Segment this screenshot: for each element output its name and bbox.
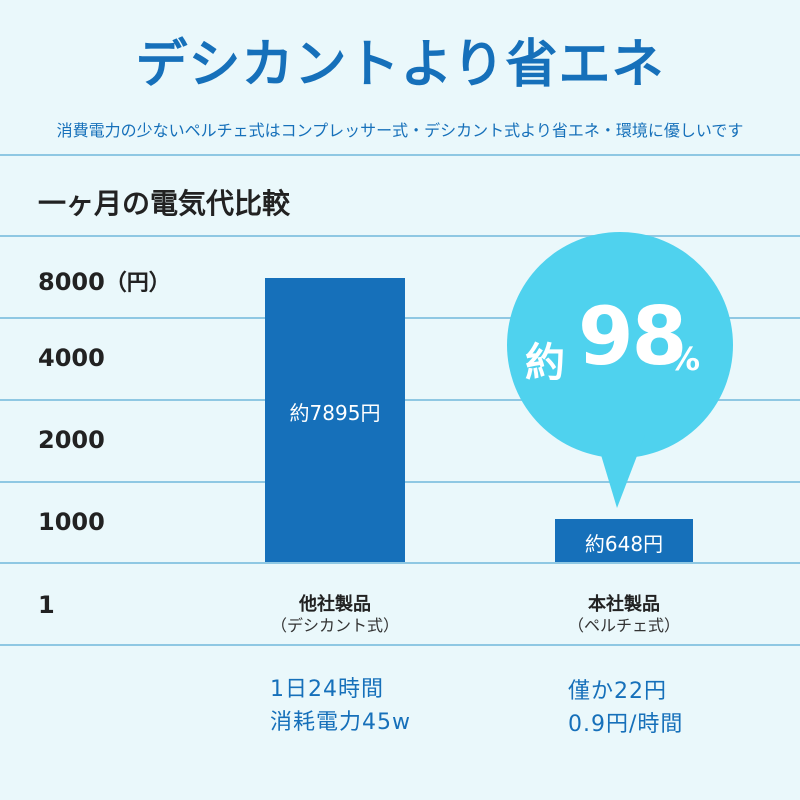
bar-data-label: 約648円 [584, 531, 664, 556]
y-tick-label: 8000（円） [38, 265, 171, 297]
divider [0, 154, 800, 156]
divider [0, 644, 800, 646]
note-line: 僅か22円 [568, 679, 667, 704]
y-tick-label: 2000 [38, 426, 105, 454]
speech-bubble-shape [507, 232, 733, 508]
y-tick-value: 8000 [38, 268, 105, 296]
callout-prefix: 約 [525, 340, 565, 386]
note-line: 消耗電力45w [270, 710, 411, 735]
grid-line [0, 235, 800, 237]
baseline [0, 562, 800, 564]
chart-title: 一ヶ月の電気代比較 [38, 187, 291, 220]
bar-data-label: 約7895円 [289, 401, 381, 426]
category-label: 本社製品 [588, 594, 660, 615]
note-line: 0.9円/時間 [568, 712, 684, 737]
bar-competitor [265, 278, 405, 562]
page-title: デシカントより省エネ [135, 34, 665, 95]
savings-callout: 約 98 % [505, 230, 735, 510]
bar-own-product [555, 519, 693, 562]
y-tick-label: 1000 [38, 508, 105, 536]
page-subtitle: 消費電力の少ないペルチェ式はコンプレッサー式・デシカント式より省エネ・環境に優し… [56, 121, 744, 140]
note-line: 1日24時間 [270, 677, 384, 702]
category-sublabel: （デシカント式） [270, 616, 399, 635]
y-unit-label: （円） [104, 271, 171, 296]
category-sublabel: （ペルチェ式） [567, 616, 680, 635]
y-tick-label: 1 [38, 591, 55, 619]
callout-suffix: % [668, 340, 701, 378]
category-label: 他社製品 [299, 594, 371, 615]
callout-value: 98 [578, 290, 687, 383]
y-tick-label: 4000 [38, 344, 105, 372]
